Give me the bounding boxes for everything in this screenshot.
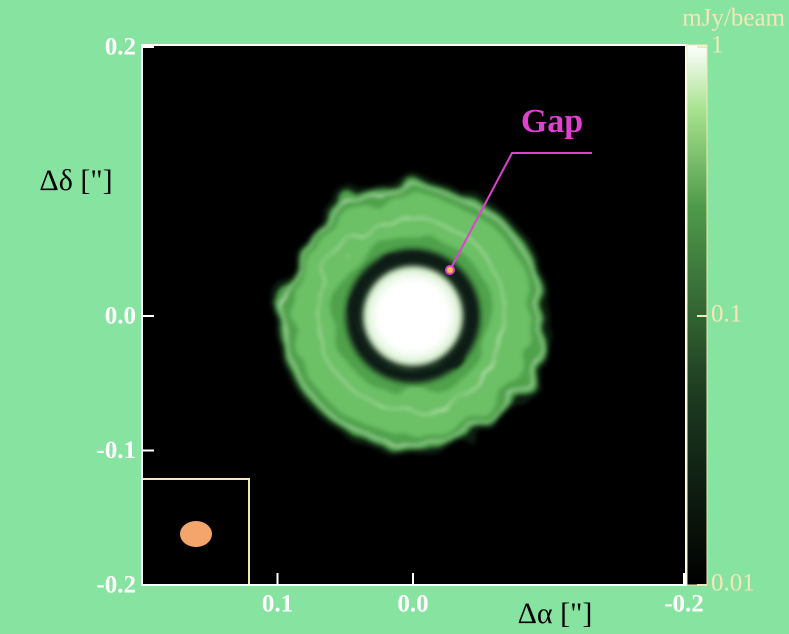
beam	[180, 521, 212, 547]
x-axis-label: Δα ["]	[518, 597, 593, 630]
y-axis-label: Δδ ["]	[39, 164, 112, 197]
annotation-dot	[446, 266, 454, 274]
y-tick-label: -0.2	[96, 572, 136, 599]
colorbar-tick-label: 0.1	[711, 301, 742, 328]
annotation-text: Gap	[521, 103, 583, 140]
core	[363, 266, 463, 366]
colorbar-label: mJy/beam	[682, 5, 785, 32]
x-tick-label: 0.1	[262, 591, 293, 618]
y-tick-label: 0.0	[105, 303, 136, 330]
disk-image	[275, 178, 551, 454]
colorbar-tick-label: 0.01	[711, 570, 755, 597]
y-tick-label: 0.2	[105, 34, 136, 61]
colorbar-tick-label: 1	[711, 32, 724, 59]
x-tick-label: -0.2	[664, 591, 704, 618]
page: Gap Δδ ["] Δα ["] mJy/beam 0.2 0.0 -0.1 -0.…	[0, 0, 789, 634]
x-tick-label: 0.0	[397, 591, 428, 618]
chart: Gap Δδ ["] Δα ["] mJy/beam 0.2 0.0 -0.1 -0.…	[0, 0, 789, 634]
y-tick-label: -0.1	[96, 437, 136, 464]
